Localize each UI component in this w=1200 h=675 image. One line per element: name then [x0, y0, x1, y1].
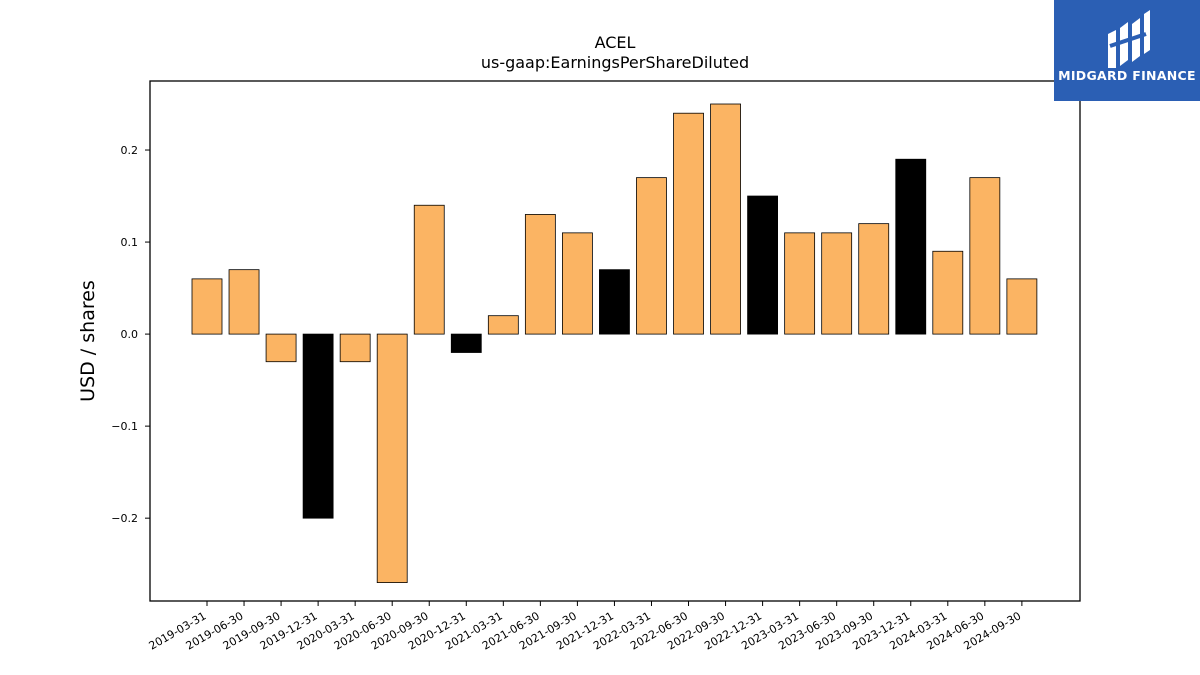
chart-subtitle: us-gaap:EarningsPerShareDiluted: [480, 53, 750, 72]
plot-frame: [149, 80, 1081, 602]
bar: [895, 158, 927, 335]
bar: [265, 333, 297, 363]
bar: [487, 315, 519, 335]
y-tick-label: −0.2: [111, 512, 138, 525]
bar: [821, 232, 853, 335]
bar: [636, 177, 667, 335]
bar: [376, 333, 408, 583]
y-axis-label: USD / shares: [77, 280, 99, 402]
bar: [302, 333, 334, 519]
bar: [858, 223, 890, 335]
bar: [747, 195, 778, 335]
bar: [413, 204, 445, 335]
y-tick-label: 0.0: [121, 328, 139, 341]
brand-logo: MIDGARD FINANCE: [1054, 0, 1200, 101]
bar: [1006, 278, 1038, 335]
y-tick-label: −0.1: [111, 420, 138, 433]
logo-mark-icon: [1108, 10, 1150, 68]
bar: [599, 269, 630, 335]
logo-text: MIDGARD FINANCE: [1058, 68, 1196, 83]
bar: [562, 232, 593, 335]
bar: [932, 250, 964, 335]
bar: [673, 112, 704, 335]
bar: [339, 333, 371, 363]
bar: [969, 177, 1001, 335]
bar: [191, 278, 223, 335]
y-tick-label: 0.1: [121, 236, 139, 249]
bar: [784, 232, 816, 335]
bar: [524, 214, 556, 335]
chart-title: ACEL: [594, 33, 636, 52]
bar: [450, 333, 482, 353]
y-tick-label: 0.2: [121, 144, 139, 157]
bar: [710, 103, 741, 335]
bar: [228, 269, 260, 335]
